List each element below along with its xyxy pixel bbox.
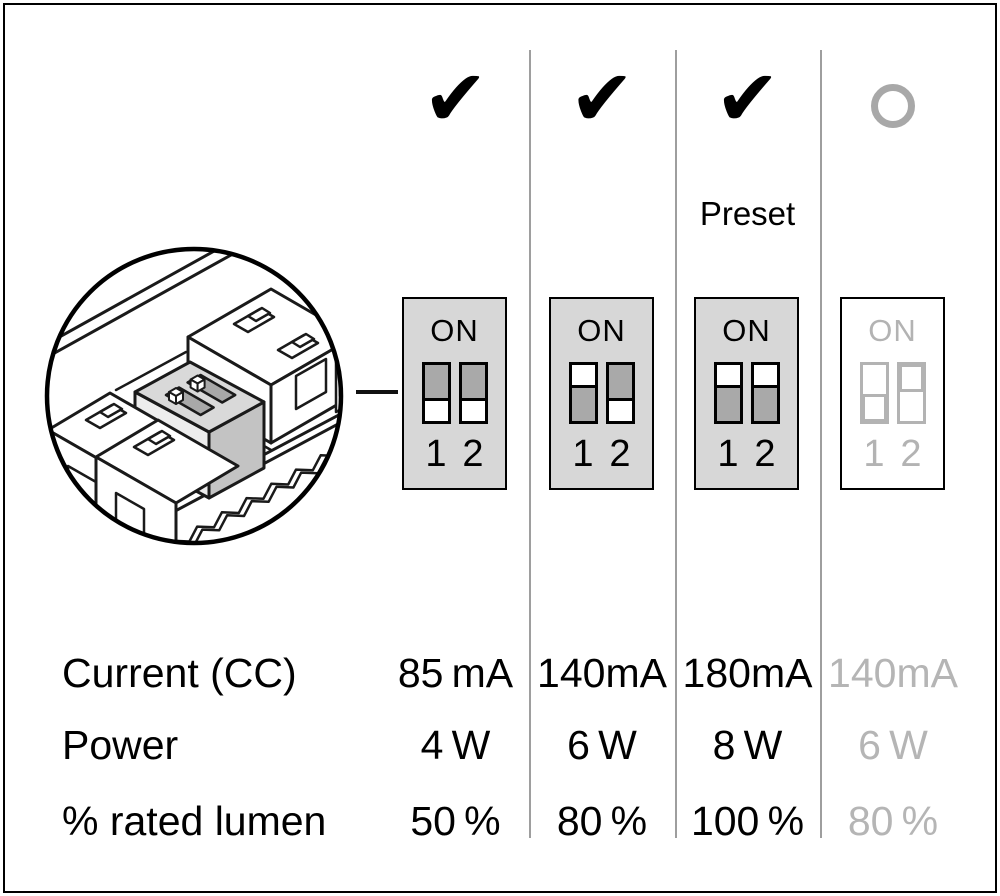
page-border — [3, 3, 997, 893]
magnifier-circle — [44, 246, 344, 546]
switch-handle — [861, 394, 887, 422]
row-label-lumen: % rated lumen — [62, 798, 327, 844]
pin-1-label: 1 — [572, 433, 594, 475]
dip-switch-2 — [605, 362, 635, 424]
switch-handle — [571, 365, 595, 388]
power-value: 6 W — [567, 722, 637, 768]
pin-2-label: 2 — [462, 433, 484, 475]
lumen-value-disabled: 80 % — [847, 798, 939, 844]
dip-switch-2 — [750, 362, 780, 424]
pin-2-label: 2 — [609, 433, 631, 475]
check-icon: ✔ — [714, 54, 781, 144]
on-label: ON — [577, 313, 626, 348]
current-value: 140mA — [537, 650, 667, 696]
check-icon: ✔ — [569, 54, 635, 144]
switch-handle — [898, 364, 924, 392]
callout-connector-line — [356, 390, 398, 394]
preset-label: Preset — [699, 195, 796, 232]
on-label: ON — [868, 313, 917, 348]
pin-1-label: 1 — [863, 433, 885, 475]
on-label: ON — [430, 313, 479, 348]
dip-switch-1 — [713, 362, 743, 424]
lumen-value: 50 % — [410, 798, 501, 844]
power-value-disabled: 6 W — [858, 722, 928, 768]
power-value: 4 W — [420, 722, 491, 768]
pin-2-label: 2 — [754, 433, 776, 475]
row-label-power: Power — [62, 722, 179, 768]
lumen-value: 100 % — [690, 798, 805, 844]
lumen-value: 80 % — [556, 798, 648, 844]
pin-1-label: 1 — [425, 433, 447, 475]
switch-handle — [608, 398, 632, 421]
dip-switch-2 — [458, 362, 488, 424]
driver-illustration — [44, 246, 344, 546]
current-value-disabled: 140mA — [828, 650, 958, 696]
current-value: 180mA — [682, 650, 813, 696]
current-value: 85 mA — [397, 650, 514, 696]
dip-switch-1 — [859, 362, 889, 424]
zigzag-edge — [138, 454, 339, 543]
switch-handle — [753, 365, 777, 388]
pin-2-label: 2 — [900, 433, 922, 475]
dip-switch-2 — [896, 362, 926, 424]
on-label: ON — [722, 313, 771, 348]
row-label-current: Current (CC) — [62, 650, 297, 696]
circle-marker-icon — [871, 84, 915, 128]
switch-handle — [716, 365, 740, 388]
pin-1-label: 1 — [717, 433, 739, 475]
power-value: 8 W — [712, 722, 783, 768]
column-divider — [820, 50, 822, 838]
column-divider — [675, 50, 677, 838]
column-divider — [529, 50, 531, 838]
dip-switch-1 — [421, 362, 451, 424]
dip-switch-1 — [568, 362, 598, 424]
switch-handle — [461, 398, 485, 421]
check-icon: ✔ — [422, 54, 489, 144]
switch-handle — [424, 398, 448, 421]
